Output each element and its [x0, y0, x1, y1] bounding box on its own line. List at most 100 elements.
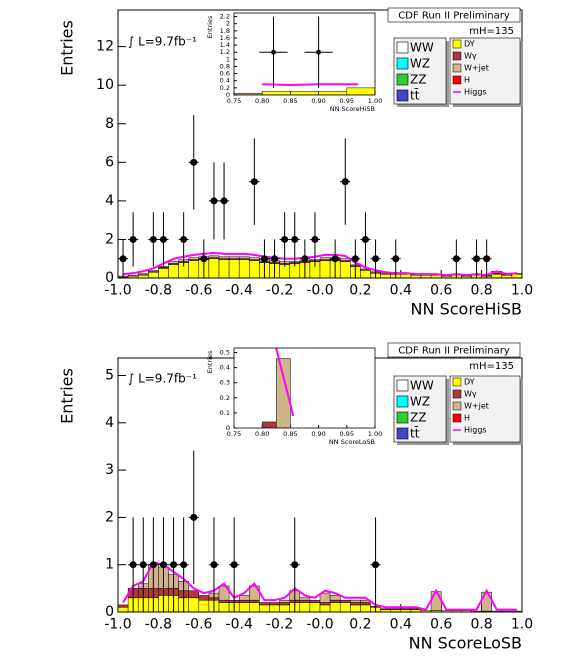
data-point: [452, 255, 460, 263]
y-tick-label: 0: [105, 604, 114, 620]
y-tick-label: 0.5: [220, 349, 230, 357]
data-point: [281, 235, 289, 243]
stack-bar: [259, 602, 270, 606]
stack-bar: [339, 599, 351, 603]
data-point: [180, 235, 188, 243]
stack-bar: [400, 273, 412, 278]
stack-bar: [249, 602, 260, 612]
legend-swatch: [452, 39, 462, 49]
stack-bar: [309, 602, 321, 612]
x-tick-label: 1.00: [368, 430, 382, 438]
x-tick-label: -0.6: [185, 283, 212, 299]
y-tick-label: 1.6: [220, 34, 230, 42]
y-tick-label: 1.2: [220, 48, 230, 56]
legend-swatch: [452, 389, 462, 399]
stack-bar: [390, 608, 402, 610]
x-tick-label: 0.90: [311, 430, 325, 438]
x-tick-label: -0.2: [266, 617, 293, 633]
y-tick-label: 0.4: [220, 77, 230, 85]
stack-bar: [148, 270, 159, 272]
inset-bg: [234, 348, 375, 428]
data-point: [372, 561, 380, 569]
data-point: [270, 49, 276, 55]
data-point: [159, 561, 167, 569]
stack-bar: [188, 597, 200, 612]
y-tick-label: 8: [105, 116, 114, 132]
legend-label: ZZ: [410, 411, 426, 425]
x-tick-label: 0.8: [470, 617, 492, 633]
inset-y-title: Entries: [206, 15, 214, 38]
x-tick-label: -0.0: [306, 617, 333, 633]
y-tick-label: 3: [105, 462, 114, 478]
data-point: [230, 561, 238, 569]
legend-label: W+jet: [464, 402, 489, 411]
stack-bar: [491, 273, 503, 278]
stack-bar: [400, 608, 412, 610]
plot-area: [118, 115, 522, 278]
x-tick-label: 0.8: [470, 283, 492, 299]
stack-bar: [127, 274, 139, 277]
data-point: [190, 158, 198, 166]
stack-bar: [208, 258, 220, 278]
x-tick-label: 0.4: [390, 617, 412, 633]
stack-bar: [360, 604, 371, 612]
x-axis-title: NN ScoreHiSB: [411, 300, 522, 319]
y-tick-label: 0.1: [220, 409, 230, 417]
data-point: [392, 255, 400, 263]
stack-bar: [137, 273, 149, 275]
data-point: [210, 561, 218, 569]
data-point: [220, 197, 228, 205]
inset-frame: [233, 12, 376, 96]
stack-bar: [238, 259, 250, 278]
stack-bar: [228, 256, 240, 259]
data-point: [180, 561, 188, 569]
y-tick-label: 6: [105, 154, 114, 170]
x-tick-label: -0.4: [226, 283, 253, 299]
stack-bar: [430, 591, 442, 611]
data-point: [139, 561, 147, 569]
stack-bar: [318, 91, 348, 95]
y-tick-label: 2: [105, 509, 114, 525]
stack-bar: [261, 91, 291, 95]
x-tick-label: -0.8: [145, 617, 172, 633]
y-tick-label: 4: [105, 193, 114, 209]
y-tick-label: 0.8: [220, 62, 230, 70]
data-point: [119, 255, 127, 263]
stack-bar: [218, 599, 230, 603]
stack-bar: [188, 257, 200, 260]
y-tick-label: 0.4: [220, 364, 230, 372]
y-tick-label: 12: [96, 39, 114, 55]
legend-swatch: [452, 75, 462, 85]
y-tick-label: 0: [105, 270, 114, 286]
data-point: [331, 255, 339, 263]
stack-bar: [238, 595, 250, 601]
legend-box: [449, 375, 521, 443]
data-point: [260, 255, 268, 263]
y-tick-label: 1: [105, 557, 114, 573]
legend-label: DY: [464, 40, 475, 49]
legend-label: tt̄: [410, 88, 420, 102]
plot-area: [261, 348, 295, 428]
luminosity: ∫ L=9.7fb⁻¹: [128, 35, 197, 49]
x-tick-label: 1.0: [511, 617, 533, 633]
stack-bar: [249, 257, 260, 260]
inset-bg: [234, 13, 375, 95]
stack-bar: [148, 271, 159, 278]
data-point: [129, 561, 137, 569]
plot-area: [234, 16, 375, 95]
x-tick-label: 0.6: [430, 617, 452, 633]
stack-bar: [380, 608, 391, 610]
legend-label: Wγ: [464, 52, 477, 61]
stack-bar: [198, 595, 210, 601]
stack-bar: [269, 604, 280, 612]
data-point: [210, 197, 218, 205]
data-point: [361, 235, 369, 243]
stack-bar: [238, 602, 250, 612]
x-tick-label: 0.95: [340, 430, 354, 438]
stack-bar: [350, 602, 361, 606]
stack-bar: [319, 602, 331, 606]
stack-bar: [269, 602, 280, 606]
legend-label: ZZ: [410, 73, 426, 87]
y-tick-label: 2.2: [220, 13, 230, 21]
stack-bar: [339, 602, 351, 612]
